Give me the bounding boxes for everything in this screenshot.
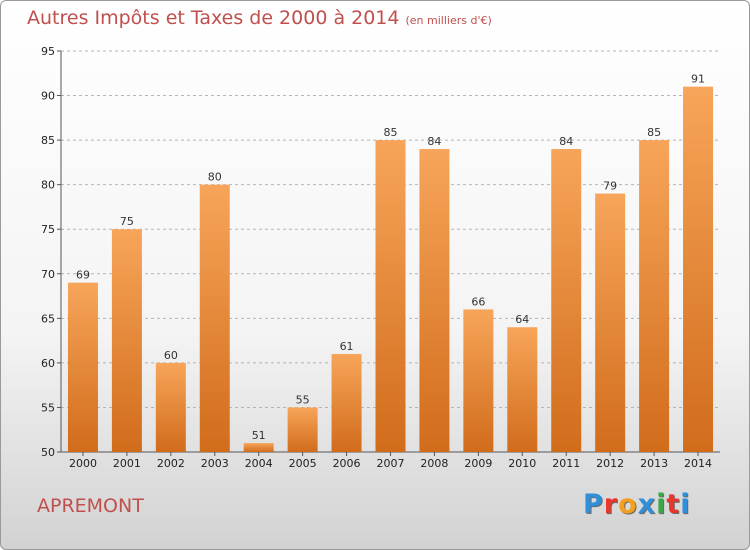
bar-2008 [419,149,450,452]
data-label-2005: 55 [296,393,310,406]
x-tick-label: 2008 [420,457,448,470]
bar-2014 [683,86,714,453]
y-tick-label: 65 [41,312,55,325]
bar-2001 [111,229,142,452]
y-tick-label: 90 [41,90,55,103]
bar-2007 [375,140,406,452]
bars [67,86,714,453]
data-label-2014: 91 [691,73,705,86]
subtitle-text: (en milliers d'€) [405,14,492,27]
logo-letter: o [618,489,638,520]
bar-2013 [639,140,670,452]
logo-letter: t [666,489,681,520]
logo-letter: i [680,489,691,520]
bar-2004 [243,443,274,452]
data-label-2003: 80 [208,171,222,184]
logo-letter: r [603,489,619,520]
title-text: Autres Impôts et Taxes de 2000 à 2014 [27,7,400,29]
data-label-2013: 85 [647,126,661,139]
chart-title: Autres Impôts et Taxes de 2000 à 2014 (en… [27,7,492,29]
y-tick-label: 55 [41,401,55,414]
y-tick-labels: 50 55 60 65 70 75 80 85 90 95 [41,45,55,459]
y-tick-label: 60 [41,357,55,370]
y-tick-label: 80 [41,179,55,192]
bar-2006 [331,353,362,452]
data-label-2004: 51 [252,429,266,442]
x-tick-label: 2009 [464,457,492,470]
data-label-2002: 60 [164,349,178,362]
data-labels: 69 75 60 80 51 55 61 85 84 66 64 84 79 85 91 [76,73,705,442]
bar-2010 [507,327,538,452]
logo-letter: x [637,489,657,520]
x-tick-label: 2002 [157,457,185,470]
bar-2012 [595,193,626,453]
y-tick-label: 50 [41,446,55,459]
data-label-2012: 79 [603,180,617,193]
logo-letter: P [583,489,604,520]
x-tick-label: 2004 [245,457,273,470]
x-tick-labels: 2000 2001 2002 2003 2004 2005 2006 2007 2008 2009… [69,457,712,470]
y-tick-label: 95 [41,45,55,58]
data-label-2007: 85 [384,126,398,139]
x-tick-label: 2001 [113,457,141,470]
proxiti-logo: Proxiti [583,489,691,520]
x-tick-label: 2007 [377,457,405,470]
x-tick-label: 2012 [596,457,624,470]
bar-2011 [551,149,582,452]
x-tick-label: 2003 [201,457,229,470]
data-label-2000: 69 [76,269,90,282]
data-label-2006: 61 [340,340,354,353]
logo-letter: i [656,489,667,520]
bar-2000 [67,282,98,452]
bar-2009 [463,309,494,452]
x-tick-label: 2014 [684,457,712,470]
data-label-2011: 84 [559,135,573,148]
x-tick-label: 2006 [333,457,361,470]
city-name: APREMONT [37,495,144,517]
y-tick-label: 85 [41,134,55,147]
y-tick-label: 70 [41,268,55,281]
data-label-2009: 66 [471,295,485,308]
x-tick-label: 2010 [508,457,536,470]
bar-2002 [155,362,186,452]
y-tick-label: 75 [41,223,55,236]
data-label-2001: 75 [120,215,134,228]
x-tick-label: 2011 [552,457,580,470]
x-tick-label: 2013 [640,457,668,470]
data-label-2010: 64 [515,313,529,326]
bar-2003 [199,184,230,452]
x-tick-label: 2005 [289,457,317,470]
data-label-2008: 84 [427,135,441,148]
x-tick-label: 2000 [69,457,97,470]
bar-2005 [287,407,318,452]
